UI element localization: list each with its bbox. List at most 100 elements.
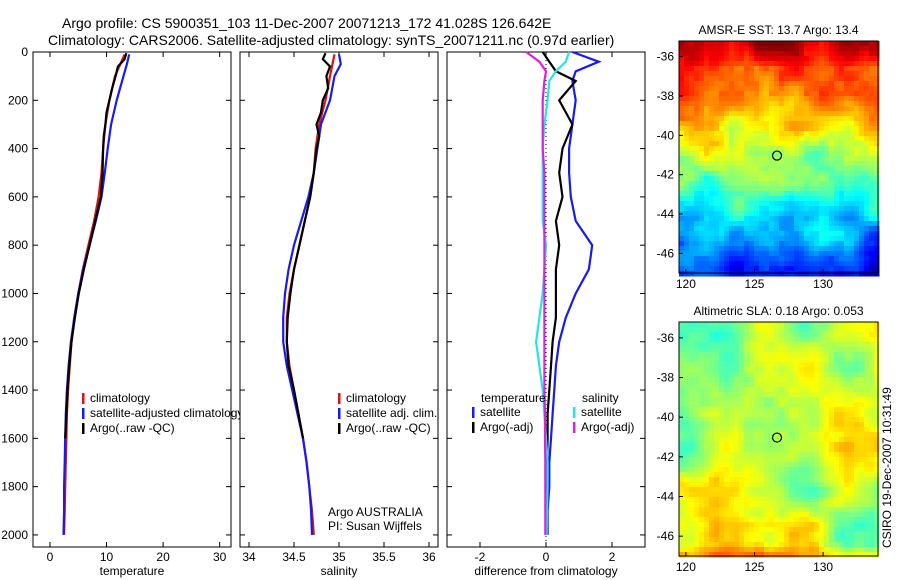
heatmap-cell	[729, 191, 735, 197]
heatmap-cell	[704, 156, 710, 162]
heatmap-cell	[764, 402, 770, 408]
heatmap-cell	[779, 327, 785, 333]
heatmap-cell	[804, 41, 810, 47]
heatmap-cell	[829, 377, 835, 383]
heatmap-cell	[739, 387, 745, 393]
heatmap-cell	[834, 362, 840, 368]
heatmap-cell	[679, 452, 685, 458]
heatmap-cell	[704, 211, 710, 217]
heatmap-cell	[684, 522, 690, 528]
heatmap-cell	[709, 81, 715, 87]
heatmap-cell	[679, 241, 685, 247]
heatmap-cell	[859, 452, 865, 458]
heatmap-cell	[679, 221, 685, 227]
heatmap-cell	[744, 407, 750, 413]
heatmap-cell	[709, 547, 715, 553]
heatmap-cell	[749, 46, 755, 52]
heatmap-cell	[829, 101, 835, 107]
heatmap-cell	[809, 91, 815, 97]
heatmap-cell	[729, 166, 735, 172]
heatmap-cell	[729, 462, 735, 468]
heatmap-cell	[804, 201, 810, 207]
heatmap-cell	[789, 101, 795, 107]
heatmap-cell	[779, 176, 785, 182]
heatmap-cell	[779, 337, 785, 343]
heatmap-cell	[759, 186, 765, 192]
heatmap-cell	[804, 216, 810, 222]
heatmap-cell	[714, 447, 720, 453]
heatmap-cell	[744, 251, 750, 257]
heatmap-cell	[749, 382, 755, 388]
heatmap-cell	[829, 357, 835, 363]
heatmap-cell	[874, 342, 880, 348]
heatmap-cell	[814, 527, 820, 533]
heatmap-cell	[734, 211, 740, 217]
heatmap-cell	[819, 322, 825, 328]
heatmap-cell	[874, 141, 880, 147]
heatmap-cell	[814, 372, 820, 378]
heatmap-cell	[834, 81, 840, 87]
heatmap-cell	[804, 261, 810, 267]
heatmap-cell	[814, 457, 820, 463]
heatmap-cell	[874, 407, 880, 413]
legend-label: Argo(-adj)	[581, 420, 634, 434]
heatmap-cell	[789, 362, 795, 368]
heatmap-cell	[729, 327, 735, 333]
heatmap-cell	[734, 91, 740, 97]
heatmap-cell	[774, 121, 780, 127]
heatmap-cell	[799, 271, 805, 277]
heatmap-cell	[864, 91, 870, 97]
heatmap-cell	[729, 347, 735, 353]
heatmap-cell	[829, 337, 835, 343]
heatmap-cell	[704, 61, 710, 67]
heatmap-cell	[754, 186, 760, 192]
heatmap-cell	[679, 146, 685, 152]
heatmap-cell	[734, 96, 740, 102]
heatmap-cell	[874, 151, 880, 157]
heatmap-cell	[734, 472, 740, 478]
heatmap-cell	[734, 402, 740, 408]
heatmap-cell	[704, 497, 710, 503]
heatmap-cell	[754, 442, 760, 448]
heatmap-cell	[744, 241, 750, 247]
legend-swatch	[82, 393, 85, 404]
heatmap-cell	[759, 116, 765, 122]
heatmap-cell	[859, 236, 865, 242]
heatmap-cell	[854, 231, 860, 237]
heatmap-cell	[689, 467, 695, 473]
heatmap-cell	[759, 522, 765, 528]
heatmap-cell	[854, 377, 860, 383]
heatmap-cell	[729, 332, 735, 338]
heatmap-cell	[844, 126, 850, 132]
heatmap-cell	[859, 116, 865, 122]
heatmap-cell	[694, 447, 700, 453]
heatmap-cell	[719, 527, 725, 533]
heatmap-cell	[709, 236, 715, 242]
heatmap-cell	[864, 462, 870, 468]
heatmap-cell	[689, 111, 695, 117]
heatmap-cell	[864, 337, 870, 343]
heatmap-cell	[799, 231, 805, 237]
heatmap-cell	[779, 216, 785, 222]
heatmap-cell	[874, 41, 880, 47]
heatmap-cell	[809, 46, 815, 52]
heatmap-cell	[829, 206, 835, 212]
heatmap-cell	[834, 472, 840, 478]
heatmap-cell	[839, 472, 845, 478]
heatmap-cell	[799, 537, 805, 543]
heatmap-cell	[714, 367, 720, 373]
heatmap-cell	[874, 211, 880, 217]
heatmap-cell	[834, 497, 840, 503]
heatmap-cell	[719, 452, 725, 458]
heatmap-cell	[774, 61, 780, 67]
heatmap-cell	[694, 121, 700, 127]
heatmap-cell	[784, 181, 790, 187]
heatmap-cell	[824, 76, 830, 82]
heatmap-cell	[874, 256, 880, 262]
heatmap-cell	[784, 457, 790, 463]
heatmap-cell	[764, 522, 770, 528]
heatmap-cell	[799, 502, 805, 508]
heatmap-cell	[859, 542, 865, 548]
heatmap-cell	[714, 166, 720, 172]
heatmap-cell	[789, 121, 795, 127]
